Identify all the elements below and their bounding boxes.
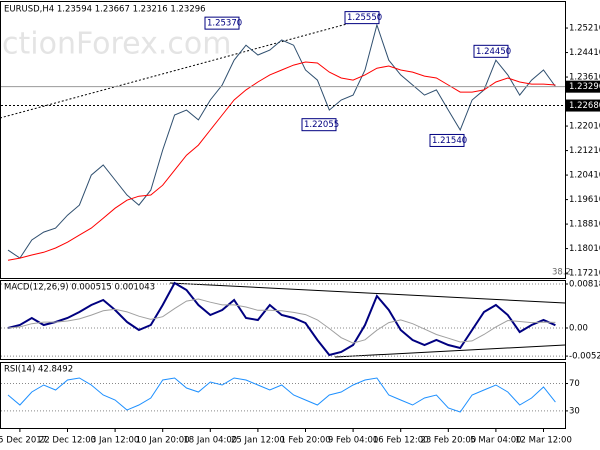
macd-title: MACD(12,26,9) 0.000515 0.001043 (4, 283, 155, 293)
macd-frame (0, 280, 566, 360)
y-tick-label: 1.21210 (569, 146, 600, 156)
x-tick-label: 12 Mar 12:00 (515, 436, 572, 446)
y-tick-label: 1.20410 (569, 171, 600, 181)
y-tick-label: 1.18010 (569, 244, 600, 254)
macd-trend-lower (334, 344, 566, 358)
annotation-label: 1.22055 (304, 120, 339, 130)
rsi-title: RSI(14) 42.8492 (4, 365, 73, 375)
annotation-label: 1.25550 (347, 13, 382, 23)
series-line (7, 281, 556, 357)
y-tick-label: 1.25210 (569, 24, 600, 34)
price-frame (0, 1, 566, 279)
annotation-box (429, 133, 465, 147)
chart-title: EURUSD,H4 1.23594 1.23667 1.23216 1.2329… (4, 5, 206, 15)
x-tick-label: 18 Jan 04:00 (183, 436, 237, 446)
y-tick-label: 1.18810 (569, 220, 600, 230)
level-box (566, 80, 600, 93)
series-line (7, 23, 556, 259)
annotation-label: 1.21540 (432, 136, 467, 146)
y-tick-label: 0.00 (569, 324, 588, 334)
annotation-box (344, 11, 380, 25)
level-label: 1.22680 (569, 101, 600, 111)
x-tick-label: 9 Feb 04:00 (328, 436, 378, 446)
annotation-box (301, 118, 337, 132)
y-tick-label: 1.22010 (569, 122, 600, 132)
trend-line (0, 14, 381, 119)
x-tick-label: 5 Mar 04:00 (470, 436, 521, 446)
annotation-box (473, 44, 509, 58)
y-tick-label: 30 (569, 406, 580, 416)
x-tick-label: 1 Feb 20:00 (280, 436, 330, 446)
level-box (566, 99, 600, 112)
y-tick-label: 1.19610 (569, 195, 600, 205)
fib-label: 38.2 (552, 268, 571, 278)
annotation-box (204, 16, 240, 30)
x-tick-label: 16 Feb 12:00 (373, 436, 429, 446)
x-tick-label: 22 Dec 12:00 (39, 436, 96, 446)
series-line (7, 377, 556, 413)
x-tick-label: 25 Jan 12:00 (231, 436, 285, 446)
watermark: ctionForex.com (2, 27, 231, 62)
y-tick-label: 0.008182 (569, 280, 600, 290)
macd-trend-upper (169, 282, 566, 304)
y-tick-label: -0.005223 (569, 352, 600, 362)
annotation-label: 1.25370 (207, 19, 242, 29)
y-tick-label: 1.23610 (569, 73, 600, 83)
x-tick-label: 23 Feb 20:00 (420, 436, 476, 446)
x-tick-label: 10 Jan 20:00 (136, 436, 190, 446)
rsi-frame (0, 362, 566, 429)
x-tick-label: 3 Jan 12:00 (91, 436, 139, 446)
series-line (7, 61, 556, 261)
x-tick-label: 15 Dec 2017 (0, 436, 47, 446)
level-label: 1.23296 (569, 82, 600, 92)
annotation-label: 1.24450 (476, 47, 511, 57)
y-tick-label: 70 (569, 379, 580, 389)
y-tick-label: 1.24410 (569, 48, 600, 58)
series-line (7, 298, 556, 344)
